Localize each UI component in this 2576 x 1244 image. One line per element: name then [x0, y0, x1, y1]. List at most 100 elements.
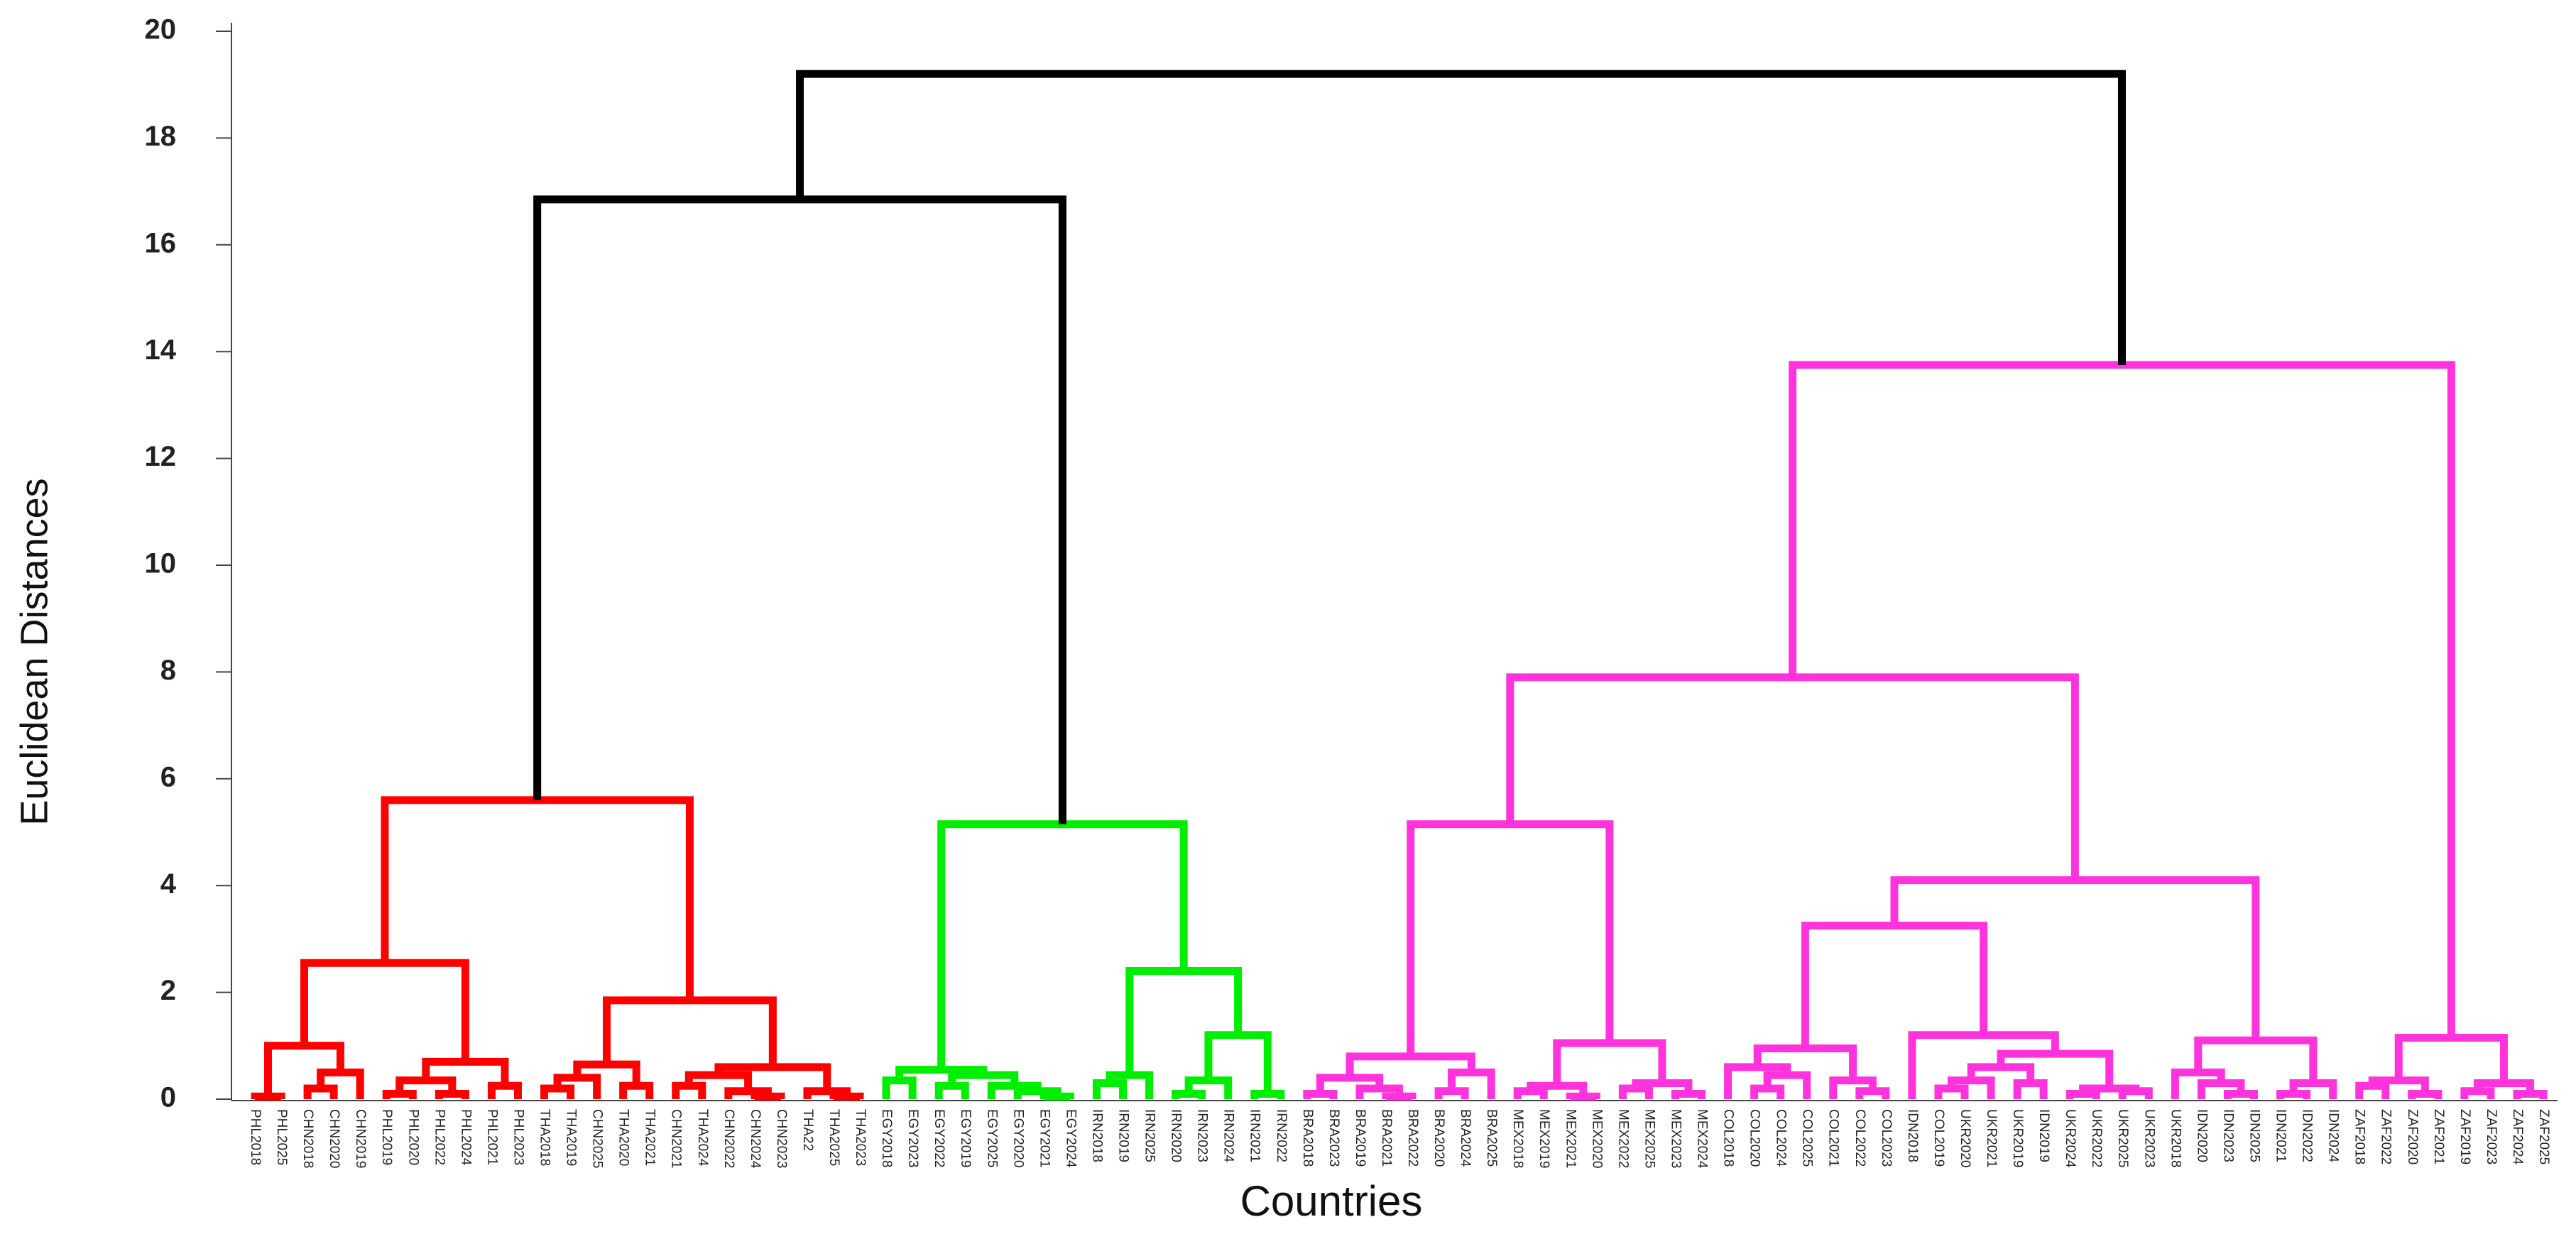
- leaf-label: IRN2024: [1221, 1109, 1236, 1162]
- leaf-label: EGY2019: [958, 1109, 973, 1167]
- link: [2194, 1036, 2318, 1084]
- leaf-label: THA2021: [643, 1109, 657, 1166]
- leaf-label: PHL2025: [274, 1109, 289, 1165]
- link: [303, 1084, 338, 1099]
- link: [1106, 1071, 1154, 1099]
- link: [1671, 1089, 1706, 1099]
- leaf-label: MEX2023: [1668, 1109, 1683, 1168]
- leaf-label: PHL2021: [484, 1109, 499, 1165]
- leaf-label: PHL2022: [432, 1109, 447, 1165]
- link: [1407, 820, 1614, 1057]
- leaf-label: IRN2020: [1169, 1109, 1184, 1162]
- link: [1448, 1068, 1495, 1099]
- leaf-label: BRA2018: [1300, 1109, 1315, 1167]
- leaf-label: MEX2021: [1563, 1109, 1578, 1168]
- leaf-label: BRA2021: [1379, 1109, 1394, 1167]
- leaf-label: UKR2021: [1984, 1109, 1999, 1167]
- leaf-label: COL2020: [1747, 1109, 1762, 1167]
- link: [1039, 1092, 1074, 1101]
- leaf-label: IRN2019: [1116, 1109, 1131, 1162]
- leaf-label: PHL2018: [248, 1109, 263, 1165]
- leaf-label: COL2025: [1800, 1109, 1815, 1167]
- link: [540, 1084, 575, 1099]
- leaf-label: CHN2023: [774, 1109, 789, 1168]
- leaf-label: CHN2020: [327, 1109, 342, 1168]
- y-tick-label: 2: [160, 975, 176, 1006]
- leaf-label: COL2021: [1826, 1109, 1841, 1167]
- link: [382, 1089, 417, 1099]
- link: [1434, 1087, 1469, 1099]
- leaf-label: UKR2018: [2168, 1109, 2183, 1167]
- link: [2513, 1089, 2548, 1099]
- leaf-label: PHL2024: [458, 1109, 473, 1166]
- link: [2394, 1034, 2508, 1084]
- leaf-label: THA2023: [853, 1109, 868, 1166]
- leaf-label: PHL2023: [511, 1109, 525, 1165]
- leaf-label: EGY2024: [1063, 1109, 1078, 1168]
- leaf-label: BRA2020: [1431, 1109, 1446, 1167]
- leaf-label: BRA2023: [1326, 1109, 1341, 1167]
- leaf-label: BRA2025: [1484, 1109, 1499, 1167]
- link: [533, 195, 1066, 824]
- leaf-label: IRN2023: [1195, 1109, 1210, 1162]
- leaf-label: BRA2022: [1405, 1109, 1420, 1167]
- link: [1789, 361, 2455, 1038]
- leaf-label: IDN2025: [2247, 1109, 2261, 1162]
- leaf-label: COL2022: [1852, 1109, 1867, 1167]
- link: [1513, 1087, 1548, 1099]
- link: [1250, 1089, 1285, 1099]
- leaf-label: IRN2018: [1089, 1109, 1104, 1162]
- link: [1204, 1031, 1272, 1094]
- leaf-label: UKR2020: [1958, 1109, 1972, 1167]
- link: [934, 1081, 969, 1099]
- link: [1172, 1089, 1206, 1099]
- leaf-label: MEX2024: [1695, 1109, 1710, 1169]
- leaf-label: EGY2022: [932, 1109, 946, 1167]
- leaf-label: ZAF2025: [2536, 1109, 2551, 1164]
- y-tick-label: 14: [145, 334, 177, 366]
- leaf-label: ZAF2018: [2352, 1109, 2367, 1164]
- leaf-label: ZAF2020: [2405, 1109, 2420, 1164]
- leaf-label: MEX2018: [1510, 1109, 1525, 1168]
- leaf-label: IDN2020: [2194, 1109, 2209, 1162]
- leaf-label: BRA2019: [1353, 1109, 1368, 1167]
- leaf-label: THA22: [800, 1109, 815, 1151]
- link: [751, 1092, 785, 1101]
- y-axis-title: Euclidean Distances: [13, 478, 55, 825]
- link: [381, 796, 694, 1000]
- y-tick-label: 4: [160, 868, 177, 900]
- leaf-label: MEX2020: [1589, 1109, 1604, 1168]
- leaf-label: MEX2025: [1642, 1109, 1657, 1168]
- leaf-label: CHN2025: [590, 1109, 605, 1168]
- leaf-label: THA2020: [616, 1109, 631, 1166]
- link: [2065, 1089, 2100, 1099]
- x-axis-title: Countries: [1240, 1177, 1423, 1225]
- link: [937, 820, 1188, 1070]
- leaf-label: UKR2025: [2115, 1109, 2130, 1167]
- y-tick-label: 6: [160, 761, 176, 792]
- link: [1303, 1089, 1338, 1099]
- link: [2223, 1089, 2258, 1099]
- link: [2276, 1089, 2311, 1099]
- link: [619, 1081, 654, 1099]
- leaf-label: COL2023: [1879, 1109, 1894, 1167]
- leaf-label: UKR2022: [2089, 1109, 2104, 1167]
- link: [1934, 1084, 1969, 1099]
- leaf-label: CHN2024: [748, 1109, 763, 1169]
- leaf-label: IDN2021: [2274, 1109, 2288, 1162]
- y-tick-label: 18: [145, 121, 177, 152]
- leaf-label: CHN2018: [300, 1109, 315, 1168]
- leaf-label: THA2024: [695, 1109, 710, 1167]
- leaf-label: ZAF2022: [2379, 1109, 2394, 1164]
- y-tick-label: 12: [145, 441, 177, 472]
- leaf-label: UKR2024: [2063, 1109, 2078, 1168]
- link: [2013, 1079, 2048, 1099]
- link: [1890, 876, 2260, 1041]
- y-tick-label: 0: [160, 1082, 176, 1113]
- leaf-label: THA2018: [537, 1109, 552, 1166]
- leaf-label: IDN2022: [2300, 1109, 2315, 1162]
- leaf-label: IRN2022: [1274, 1109, 1289, 1162]
- link: [829, 1092, 864, 1101]
